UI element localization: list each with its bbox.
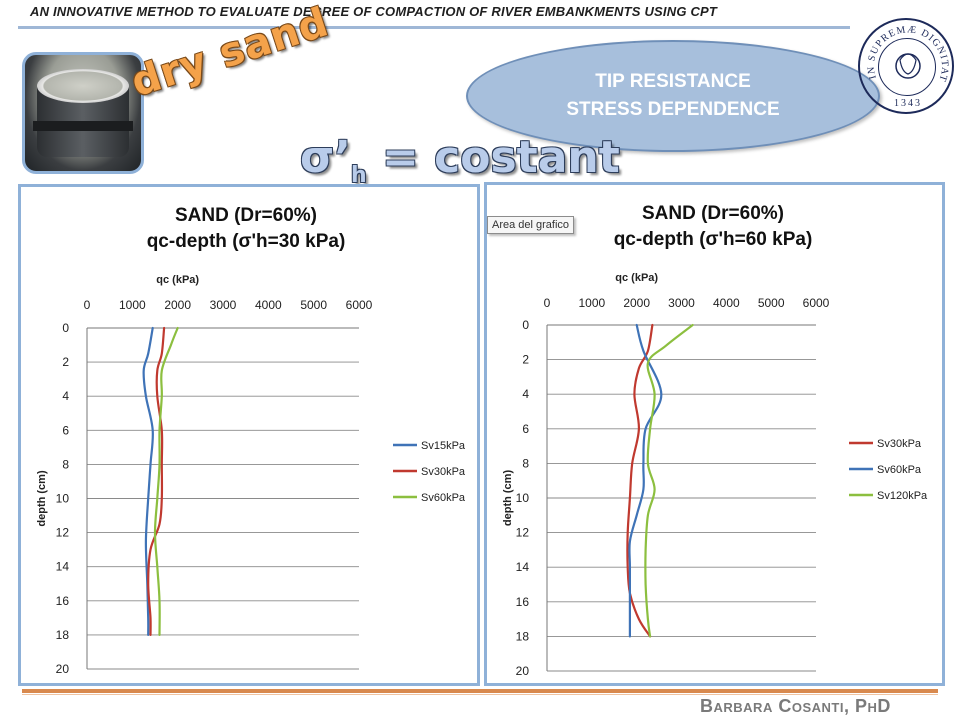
series-line-sv60kpa — [628, 323, 663, 638]
y-tick-label: 8 — [62, 457, 69, 471]
badge-line-1: TIP RESISTANCE — [595, 71, 751, 92]
y-tick-label: 14 — [516, 560, 530, 574]
header-rule — [18, 26, 850, 29]
y-tick-label: 18 — [516, 629, 530, 643]
sigma-suffix: = costant — [366, 132, 620, 183]
sand-sample-photo — [22, 52, 144, 174]
legend-label-sv120kpa: Sv120kPa — [877, 490, 928, 502]
chart-30kpa[interactable]: SAND (Dr=60%) qc-depth (σ'h=30 kPa) qc (kP… — [21, 187, 477, 683]
x-tick-label: 3000 — [210, 298, 237, 312]
y-tick-label: 2 — [522, 353, 529, 367]
university-seal-icon: IN SUPREMÆ DIGNITATIS 1343 — [858, 18, 954, 114]
series-line-sv30kpa — [147, 326, 166, 636]
y-tick-label: 4 — [62, 389, 69, 403]
badge-line-2: STRESS DEPENDENCE — [566, 99, 780, 120]
seal-year: 1343 — [894, 98, 922, 109]
y-axis-label: depth (cm) — [36, 470, 48, 527]
chart-panel-30kpa[interactable]: SAND (Dr=60%) qc-depth (σ'h=30 kPa) qc (kP… — [18, 184, 480, 686]
chart-panel-60kpa[interactable]: SAND (Dr=60%) qc-depth (σ'h=60 kPa) qc (kP… — [484, 182, 945, 686]
x-tick-label: 1000 — [119, 298, 146, 312]
legend-label-sv60kpa: Sv60kPa — [421, 492, 466, 504]
legend-label-sv30kpa: Sv30kPa — [877, 438, 922, 450]
y-tick-label: 6 — [62, 423, 69, 437]
x-tick-label: 2000 — [623, 296, 650, 310]
y-tick-label: 0 — [62, 321, 69, 335]
series-line-sv120kpa — [644, 323, 694, 638]
x-tick-label: 2000 — [164, 298, 191, 312]
legend-label-sv30kpa: Sv30kPa — [421, 466, 466, 478]
footer-rule — [22, 689, 938, 693]
y-tick-label: 20 — [516, 664, 530, 678]
x-tick-label: 6000 — [803, 296, 830, 310]
chart-title-line-1: SAND (Dr=60%) — [175, 205, 317, 226]
y-tick-label: 20 — [56, 662, 70, 676]
y-tick-label: 12 — [56, 526, 70, 540]
x-tick-label: 0 — [544, 296, 551, 310]
legend-label-sv15kpa: Sv15kPa — [421, 440, 466, 452]
sigma-prefix: σ’ — [300, 132, 351, 183]
x-tick-label: 5000 — [758, 296, 785, 310]
x-tick-label: 3000 — [668, 296, 695, 310]
x-tick-label: 4000 — [713, 296, 740, 310]
y-tick-label: 2 — [62, 355, 69, 369]
chart-60kpa[interactable]: SAND (Dr=60%) qc-depth (σ'h=60 kPa) qc (kP… — [487, 185, 942, 683]
presentation-title: AN INNOVATIVE METHOD TO EVALUATE DEGREE … — [30, 4, 718, 19]
y-tick-label: 4 — [522, 387, 529, 401]
x-axis-label: qc (kPa) — [156, 274, 199, 286]
y-tick-label: 10 — [516, 491, 530, 505]
sigma-h-heading: σ’h = costant — [300, 132, 620, 188]
y-tick-label: 14 — [56, 560, 70, 574]
x-tick-label: 0 — [84, 298, 91, 312]
x-tick-label: 4000 — [255, 298, 282, 312]
y-tick-label: 8 — [522, 456, 529, 470]
x-axis-label: qc (kPa) — [615, 272, 658, 284]
x-tick-label: 5000 — [300, 298, 327, 312]
tip-resistance-badge: TIP RESISTANCE STRESS DEPENDENCE — [466, 40, 880, 152]
y-tick-label: 6 — [522, 422, 529, 436]
y-tick-label: 18 — [56, 628, 70, 642]
y-tick-label: 12 — [516, 526, 530, 540]
author-name: Barbara Cosanti, PhD — [700, 696, 891, 716]
footer-rule-thin — [22, 694, 938, 695]
x-tick-label: 1000 — [578, 296, 605, 310]
chart-title-line-1: SAND (Dr=60%) — [642, 203, 784, 224]
y-tick-label: 16 — [56, 594, 70, 608]
chart-title-line-2: qc-depth (σ'h=30 kPa) — [147, 231, 346, 252]
chart-area-tooltip: Area del grafico — [487, 216, 575, 234]
y-tick-label: 10 — [56, 492, 70, 506]
x-tick-label: 6000 — [346, 298, 373, 312]
chart-title-line-2: qc-depth (σ'h=60 kPa) — [614, 229, 813, 250]
y-tick-label: 0 — [522, 318, 529, 332]
legend-label-sv60kpa: Sv60kPa — [877, 464, 922, 476]
sigma-subscript: h — [350, 162, 367, 188]
y-axis-label: depth (cm) — [502, 470, 514, 527]
series-line-sv60kpa — [153, 326, 179, 636]
y-tick-label: 16 — [516, 595, 530, 609]
